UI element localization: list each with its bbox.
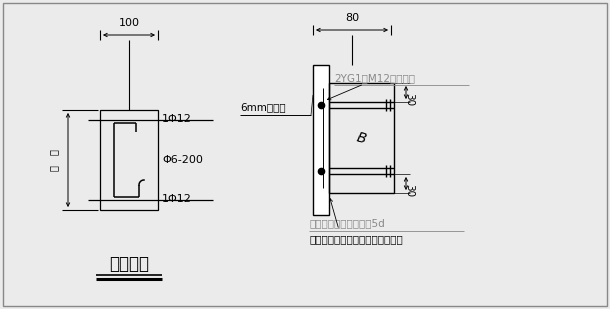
Text: 100: 100 [118,18,140,28]
Text: 下部锚入楼板，上部与系梁连接。: 下部锚入楼板，上部与系梁连接。 [309,234,403,244]
Bar [100,110,158,210]
Text: 1Φ12: 1Φ12 [162,114,192,124]
Text: 30: 30 [404,184,414,197]
Bar [329,83,394,193]
Text: 抱框主筋与钢板双面焊5d: 抱框主筋与钢板双面焊5d [309,218,385,228]
Text: 80: 80 [345,13,359,23]
Text: 厚: 厚 [49,149,59,155]
Text: Φ6-200: Φ6-200 [162,155,203,165]
Text: B: B [355,130,368,146]
Text: 30: 30 [404,92,414,106]
Text: 1Φ12: 1Φ12 [162,194,192,204]
Text: 2YG1型M12胀锚螺栓: 2YG1型M12胀锚螺栓 [334,73,415,83]
Text: 墙: 墙 [49,165,59,171]
Text: 抱框作法: 抱框作法 [109,255,149,273]
Text: 6mm厚钢板: 6mm厚钢板 [240,102,285,112]
Bar [313,65,329,215]
